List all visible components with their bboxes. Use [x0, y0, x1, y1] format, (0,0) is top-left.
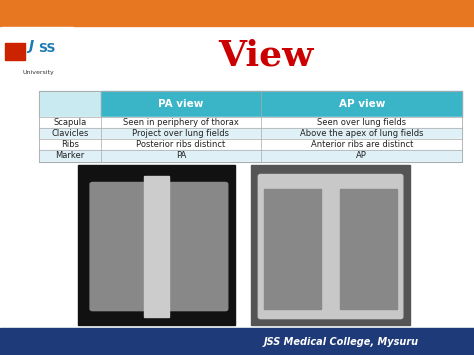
Text: Scapula: Scapula: [54, 118, 87, 127]
Text: PA: PA: [176, 152, 186, 160]
Text: AP view: AP view: [338, 99, 385, 109]
Text: Marker: Marker: [55, 152, 85, 160]
Bar: [261, 91, 462, 117]
Bar: [340, 189, 397, 309]
Bar: [100, 91, 261, 117]
Bar: [78, 165, 235, 325]
Text: SS: SS: [38, 43, 55, 55]
Text: JSS Medical College, Mysuru: JSS Medical College, Mysuru: [264, 337, 419, 347]
Text: University: University: [22, 70, 54, 75]
Bar: [261, 128, 462, 139]
Bar: [39, 91, 100, 117]
Text: J: J: [28, 39, 33, 53]
Text: Above the apex of lung fields: Above the apex of lung fields: [300, 129, 423, 138]
Text: AP: AP: [356, 152, 367, 160]
Bar: [39, 91, 462, 162]
Bar: [251, 165, 410, 325]
Bar: [39, 117, 100, 128]
Text: PA view: PA view: [158, 99, 204, 109]
Text: Clavicles: Clavicles: [51, 129, 89, 138]
Bar: [100, 128, 261, 139]
Text: Seen in periphery of thorax: Seen in periphery of thorax: [123, 118, 239, 127]
Bar: [264, 189, 321, 309]
FancyBboxPatch shape: [258, 174, 403, 319]
Bar: [0, 328, 474, 355]
Bar: [0, 0, 474, 26]
Bar: [5, 43, 25, 60]
Bar: [39, 139, 100, 151]
Text: Seen over lung fields: Seen over lung fields: [317, 118, 406, 127]
Bar: [39, 151, 100, 162]
FancyBboxPatch shape: [90, 182, 228, 311]
Bar: [100, 117, 261, 128]
Text: View: View: [218, 38, 313, 72]
Bar: [39, 128, 100, 139]
Bar: [100, 151, 261, 162]
Bar: [261, 139, 462, 151]
Text: Ribs: Ribs: [61, 140, 79, 149]
Text: Posterior ribs distinct: Posterior ribs distinct: [137, 140, 226, 149]
Text: Project over lung fields: Project over lung fields: [132, 129, 229, 138]
Bar: [261, 117, 462, 128]
Bar: [2, 27, 73, 91]
Text: Anterior ribs are distinct: Anterior ribs are distinct: [310, 140, 413, 149]
Bar: [144, 176, 169, 317]
Bar: [100, 139, 261, 151]
Bar: [261, 151, 462, 162]
